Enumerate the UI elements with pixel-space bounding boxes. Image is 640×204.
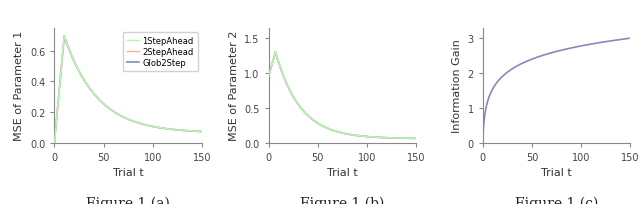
Text: Figure 1 (a): Figure 1 (a): [86, 195, 170, 204]
Y-axis label: Information Gain: Information Gain: [452, 39, 462, 132]
X-axis label: Trial t: Trial t: [327, 167, 358, 177]
Text: Figure 1 (b): Figure 1 (b): [300, 195, 385, 204]
X-axis label: Trial t: Trial t: [113, 167, 143, 177]
Legend: 1StepAhead, 2StepAhead, Glob2Step: 1StepAhead, 2StepAhead, Glob2Step: [122, 33, 198, 72]
Y-axis label: MSE of Parameter 1: MSE of Parameter 1: [15, 31, 24, 141]
Text: Figure 1 (c): Figure 1 (c): [515, 195, 598, 204]
X-axis label: Trial t: Trial t: [541, 167, 572, 177]
Y-axis label: MSE of Parameter 2: MSE of Parameter 2: [228, 31, 239, 141]
